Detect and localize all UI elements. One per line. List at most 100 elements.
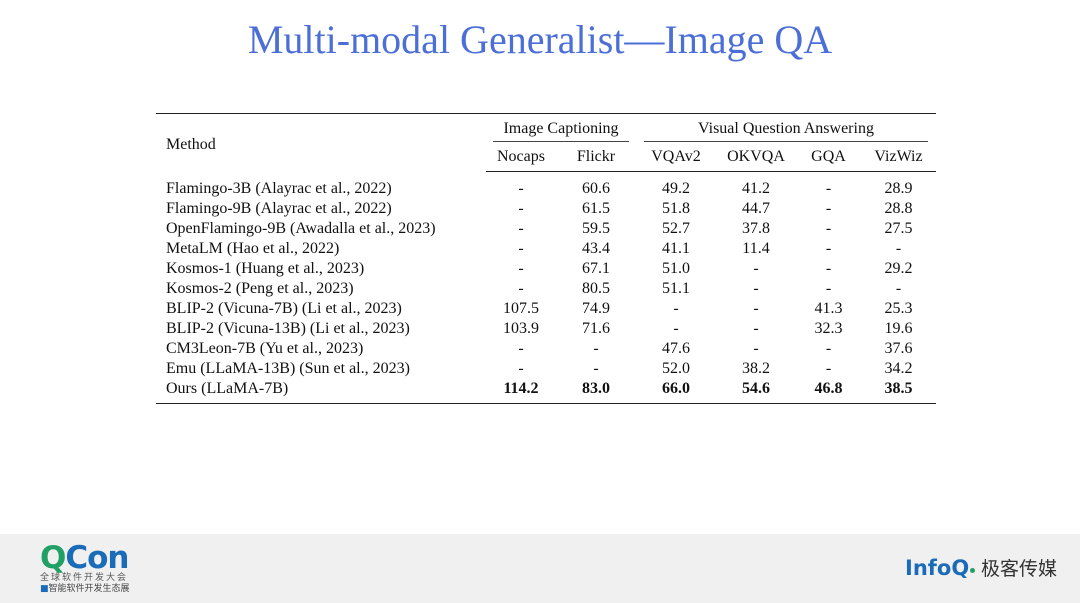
table-body: Flamingo-3B (Alayrac et al., 2022) - 60.6 4… (156, 172, 936, 404)
value-cell: 34.2 (884, 360, 913, 377)
value-cell: 11.4 (742, 240, 770, 257)
value-cell: - (825, 340, 832, 357)
qcon-logo-q: Q (40, 540, 66, 576)
value-cell: - (518, 360, 524, 377)
group-header-captioning: Image Captioning (486, 114, 636, 144)
infoq-logo-text: InfoQ (905, 556, 970, 580)
value-cell: 41.2 (742, 180, 770, 197)
value-cell: 83.0 (582, 380, 610, 397)
table-row: Kosmos-1 (Huang et al., 2023) - 67.1 51.0 - -… (156, 259, 936, 279)
group-header-captioning-label: Image Captioning (493, 119, 629, 142)
value-cell: 67.1 (582, 260, 610, 277)
qcon-logo: QCon (40, 540, 129, 576)
group-header-vqa: Visual Question Answering (636, 114, 936, 144)
value-cell: 59.5 (582, 220, 610, 237)
value-cell: - (753, 260, 759, 277)
infoq-chinese-name: 极客传媒 (981, 558, 1058, 580)
value-cell: 46.8 (814, 380, 843, 397)
method-cell: Kosmos-1 (Huang et al., 2023) (166, 260, 365, 277)
value-cell: 52.0 (662, 360, 690, 377)
value-cell: - (518, 240, 524, 257)
value-cell: 41.1 (662, 240, 690, 257)
value-cell: 37.8 (742, 220, 770, 237)
method-cell: Flamingo-9B (Alayrac et al., 2022) (166, 200, 392, 217)
table-row: Emu (LLaMA-13B) (Sun et al., 2023) - - 52.0… (156, 359, 936, 379)
value-cell: 19.6 (884, 320, 913, 337)
value-cell: 51.8 (662, 200, 690, 217)
value-cell: - (518, 260, 524, 277)
table-row: Flamingo-3B (Alayrac et al., 2022) - 60.6 4… (156, 172, 936, 200)
header-group-row: Method Image Captioning Visual Question … (156, 114, 936, 153)
value-cell: - (825, 260, 832, 277)
column-header-gqa: GQA (796, 143, 861, 172)
value-cell: - (825, 180, 832, 197)
slide-title: Multi-modal Generalist—Image QA (247, 17, 833, 62)
value-cell: - (753, 340, 759, 357)
value-cell: - (825, 240, 832, 257)
value-cell: - (825, 200, 832, 217)
value-cell: 49.2 (662, 180, 690, 197)
method-cell: Kosmos-2 (Peng et al., 2023) (166, 280, 354, 297)
value-cell: 52.7 (662, 220, 690, 237)
column-header-flickr: Flickr (556, 143, 636, 172)
method-cell: CM3Leon-7B (Yu et al., 2023) (166, 340, 364, 357)
infoq-dot-icon (970, 568, 976, 573)
infoq-logo: InfoQ (905, 555, 976, 581)
table-row: OpenFlamingo-9B (Awadalla et al., 2023) -… (156, 219, 936, 239)
value-cell: - (825, 280, 832, 297)
column-header-vqav2: VQAv2 (636, 143, 716, 172)
value-cell: - (673, 320, 679, 337)
table-row: Ours (LLaMA-7B) 114.2 83.0 66.0 54.6 46.8 38.5 (156, 379, 936, 404)
table-row: CM3Leon-7B (Yu et al., 2023) - - 47.6 - - 37.6 (156, 339, 936, 359)
value-cell: - (825, 220, 832, 237)
method-cell: Emu (LLaMA-13B) (Sun et al., 2023) (166, 360, 410, 377)
value-cell: 60.6 (582, 180, 610, 197)
value-cell: 37.6 (884, 340, 913, 357)
method-cell: BLIP-2 (Vicuna-7B) (Li et al., 2023) (166, 300, 402, 317)
value-cell: - (825, 360, 832, 377)
method-cell: BLIP-2 (Vicuna-13B) (Li et al., 2023) (166, 320, 410, 337)
value-cell: - (518, 340, 524, 357)
value-cell: 41.3 (814, 300, 843, 317)
header-column-row: Nocaps Flickr VQAv2 OKVQA GQA VizWiz (156, 143, 936, 172)
value-cell: - (518, 200, 524, 217)
value-cell: 54.6 (742, 380, 770, 397)
method-cell: Ours (LLaMA-7B) (166, 380, 289, 397)
group-header-vqa-label: Visual Question Answering (644, 119, 928, 142)
method-cell: OpenFlamingo-9B (Awadalla et al., 2023) (166, 220, 436, 237)
value-cell: - (753, 300, 759, 317)
column-header-okvqa: OKVQA (716, 143, 796, 172)
value-cell: 51.1 (662, 280, 690, 297)
value-cell: - (518, 220, 524, 237)
value-cell: - (518, 280, 524, 297)
table-row: BLIP-2 (Vicuna-13B) (Li et al., 2023) 103… (156, 319, 936, 339)
value-cell: 61.5 (582, 200, 610, 217)
value-cell: 32.3 (814, 320, 843, 337)
table-row: BLIP-2 (Vicuna-7B) (Li et al., 2023) 107.… (156, 299, 936, 319)
qcon-subtagline-text: 智能软件开发生态展 (48, 584, 130, 594)
value-cell: 25.3 (884, 300, 913, 317)
value-cell: 114.2 (503, 380, 539, 397)
value-cell: 80.5 (582, 280, 610, 297)
table-row: Kosmos-2 (Peng et al., 2023) - 80.5 51.1 - - - (156, 279, 936, 299)
value-cell: - (895, 280, 902, 297)
qcon-tagline: 全球软件开发大会 (40, 573, 129, 583)
column-header-nocaps: Nocaps (486, 143, 556, 172)
value-cell: 38.2 (742, 360, 770, 377)
value-cell: 51.0 (662, 260, 690, 277)
method-cell: Flamingo-3B (Alayrac et al., 2022) (166, 179, 392, 197)
value-cell: 103.9 (503, 320, 539, 337)
value-cell: 43.4 (582, 240, 610, 257)
value-cell: - (895, 240, 902, 257)
value-cell: 28.8 (884, 200, 913, 217)
value-cell: - (753, 280, 759, 297)
results-table: Method Image Captioning Visual Question … (156, 113, 936, 404)
value-cell: - (753, 320, 759, 337)
method-cell: MetaLM (Hao et al., 2022) (166, 240, 340, 257)
footer-bar (0, 534, 1080, 603)
method-header: Method (166, 135, 216, 153)
qcon-square-icon: ■ (40, 584, 49, 594)
value-cell: 107.5 (503, 300, 539, 317)
qcon-logo-con: Con (65, 540, 129, 576)
value-cell: 74.9 (582, 300, 610, 317)
